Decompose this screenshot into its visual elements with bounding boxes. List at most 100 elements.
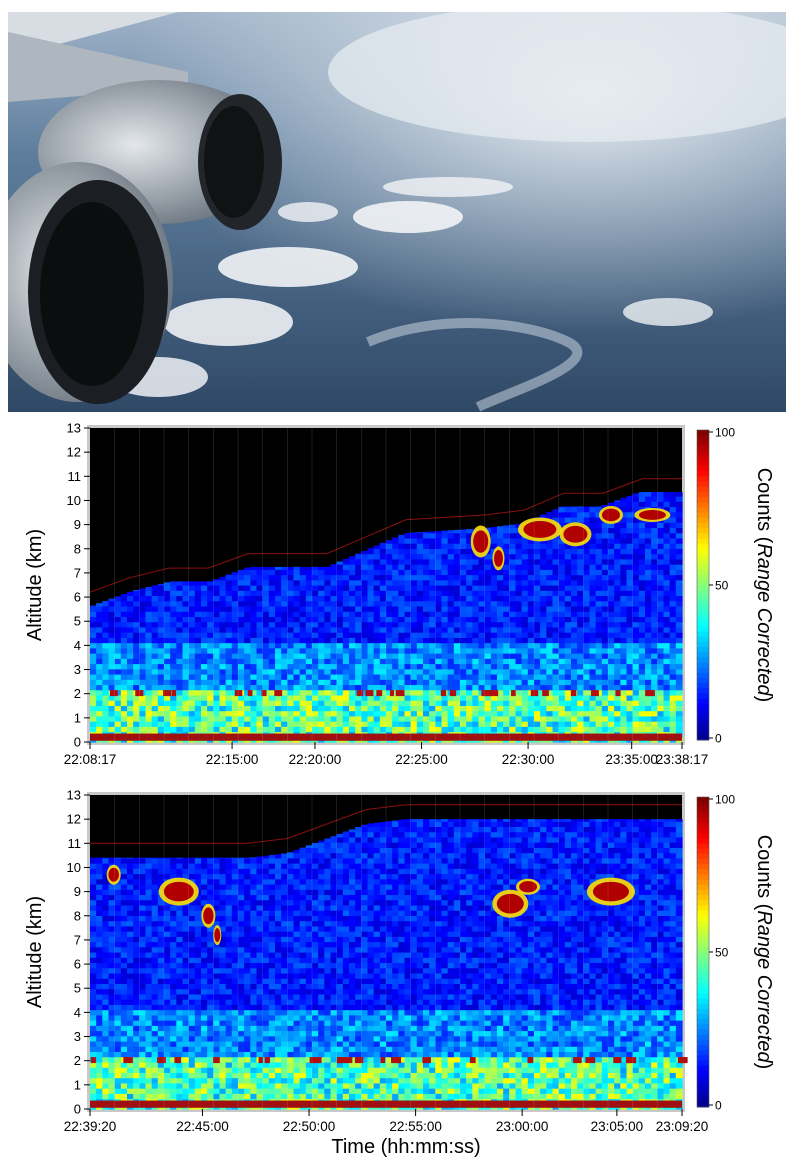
signal-cell (127, 983, 134, 990)
signal-cell (299, 566, 307, 570)
signal-cell (188, 899, 196, 906)
signal-cell (645, 569, 652, 576)
signal-cell (90, 894, 97, 901)
signal-cell (632, 642, 640, 649)
signal-cell (663, 558, 671, 565)
signal-cell (139, 642, 147, 649)
signal-cell (207, 967, 214, 974)
signal-cell (182, 581, 190, 586)
signal-cell (127, 621, 134, 628)
signal-cell (145, 883, 153, 890)
signal-cell (194, 883, 202, 890)
signal-cell (139, 605, 147, 612)
signal-cell (484, 574, 492, 581)
signal-cell (133, 1046, 140, 1053)
signal-cell (379, 668, 387, 675)
signal-cell (349, 574, 356, 581)
signal-cell (90, 721, 97, 727)
signal-cell (589, 579, 597, 586)
signal-cell (194, 673, 202, 680)
signal-cell (108, 962, 116, 969)
signal-cell (595, 621, 603, 628)
signal-cell (219, 1077, 227, 1084)
signal-cell (386, 726, 393, 733)
signal-cell (127, 925, 134, 932)
signal-cell (423, 564, 430, 570)
signal-cell (355, 611, 362, 617)
signal-cell (663, 689, 671, 696)
signal-cell (157, 1067, 165, 1073)
signal-cell (268, 585, 276, 591)
signal-cell (589, 611, 597, 617)
signal-cell (299, 590, 307, 597)
signal-cell (275, 694, 282, 701)
signal-cell (472, 637, 480, 644)
signal-cell (416, 532, 424, 539)
signal-cell (398, 605, 406, 612)
signal-cell (133, 1077, 140, 1084)
signal-cell (207, 988, 214, 995)
signal-cell (527, 715, 535, 722)
signal-cell (336, 647, 344, 654)
signal-cell (219, 910, 227, 916)
signal-cell (188, 967, 196, 974)
signal-cell (114, 1077, 122, 1084)
signal-cell (638, 611, 646, 617)
signal-cell (534, 632, 541, 638)
signal-cell (151, 705, 159, 712)
signal-cell (398, 700, 406, 706)
signal-cell (453, 548, 461, 555)
signal-cell (139, 878, 147, 885)
signal-cell (151, 962, 159, 969)
signal-cell (299, 673, 307, 680)
signal-cell (460, 590, 467, 597)
signal-cell (583, 600, 591, 607)
signal-cell (324, 663, 332, 670)
signal-cell (336, 595, 344, 602)
signal-cell (416, 715, 424, 722)
signal-cell (552, 689, 560, 696)
signal-cell (188, 637, 196, 644)
signal-cell (244, 605, 251, 612)
signal-cell (157, 1030, 165, 1037)
signal-cell (219, 653, 227, 659)
signal-cell (423, 658, 430, 665)
signal-cell (614, 553, 621, 560)
signal-cell (577, 516, 584, 523)
signal-cell (435, 632, 443, 638)
colorbar-segment (697, 486, 709, 493)
signal-cell (108, 621, 116, 628)
signal-cell (194, 957, 202, 964)
signal-cell (441, 663, 449, 670)
signal-cell (558, 558, 566, 565)
signal-cell (595, 715, 603, 722)
signal-cell (114, 1009, 122, 1016)
signal-cell (386, 558, 393, 565)
signal-cell (503, 642, 510, 649)
signal-cell (194, 689, 202, 696)
signal-cell (534, 585, 541, 591)
signal-cell (367, 611, 375, 617)
signal-cell (324, 694, 332, 701)
signal-cell (398, 543, 406, 549)
signal-cell (330, 605, 338, 612)
signal-cell (552, 653, 560, 659)
signal-cell (133, 857, 140, 864)
signal-cell (645, 574, 652, 581)
signal-cell (521, 689, 529, 696)
signal-cell (651, 548, 658, 555)
signal-cell (515, 548, 523, 555)
signal-cell (398, 564, 406, 570)
signal-cell (176, 1040, 184, 1047)
signal-cell (170, 642, 177, 649)
signal-cell (552, 595, 560, 602)
signal-cell (194, 595, 202, 602)
signal-cell (503, 590, 510, 597)
signal-cell (601, 673, 609, 680)
signal-cell (564, 564, 572, 570)
signal-cell (632, 543, 640, 549)
signal-cell (312, 611, 319, 617)
signal-cell (595, 694, 603, 701)
signal-cell (663, 705, 671, 712)
signal-cell (460, 710, 467, 717)
